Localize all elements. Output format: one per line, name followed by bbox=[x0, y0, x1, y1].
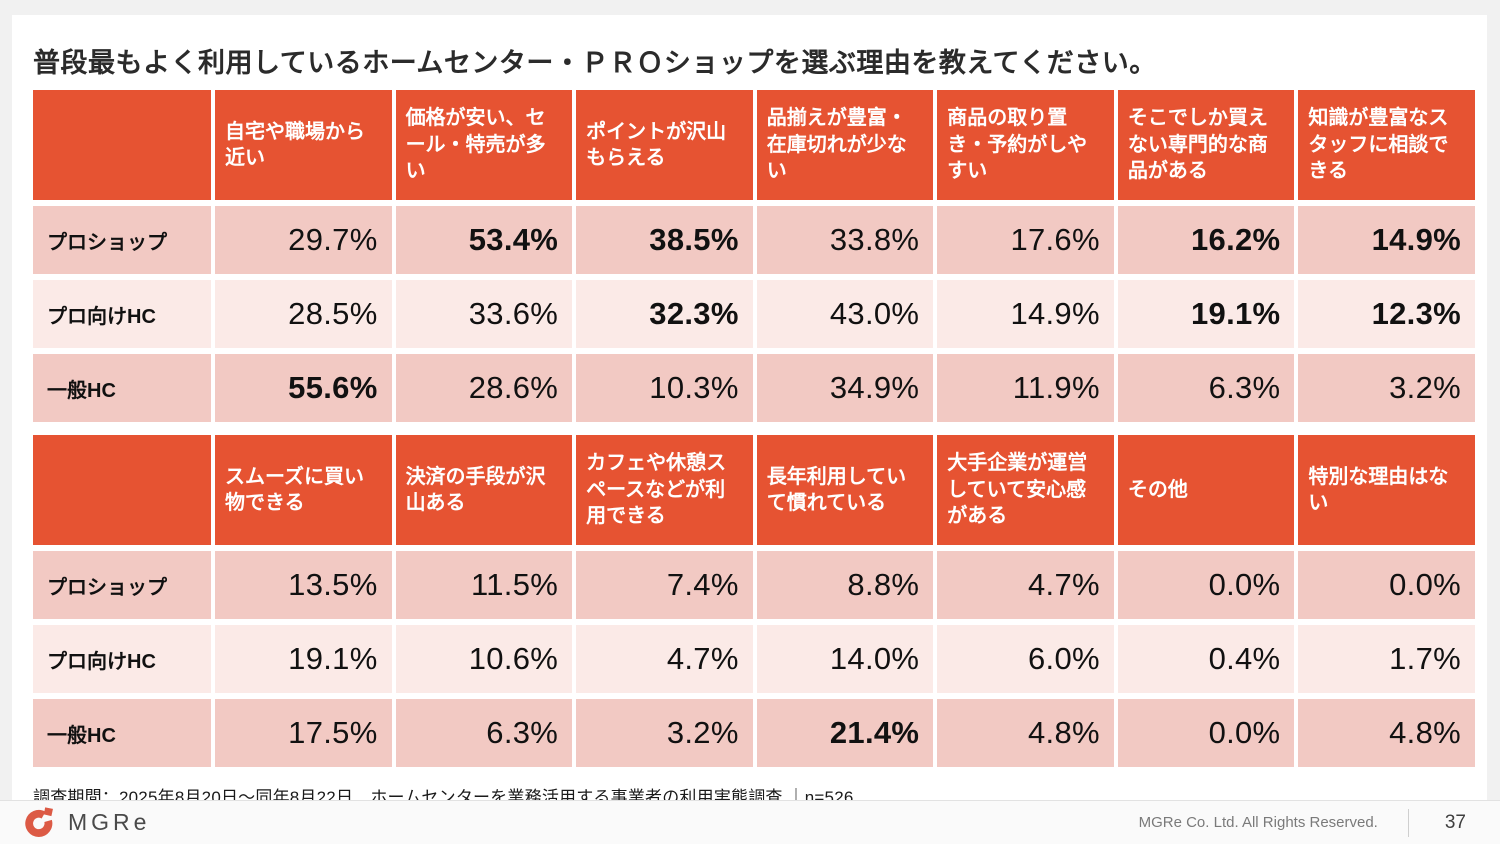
value-cell: 11.5% bbox=[395, 551, 573, 619]
slide: 普段最もよく利用しているホームセンター・ＰＲＯショップを選ぶ理由を教えてください… bbox=[12, 15, 1487, 807]
value-cell: 53.4% bbox=[395, 206, 573, 274]
value-cell: 29.7% bbox=[215, 206, 392, 274]
footer-divider bbox=[1407, 808, 1409, 837]
reasons-table-1: 自宅や職場から近い 価格が安い、セール・特売が多い ポイントが沢山もらえる 品揃えが豊… bbox=[33, 90, 1475, 422]
value-cell: 12.3% bbox=[1298, 280, 1475, 348]
value-cell: 55.6% bbox=[215, 354, 392, 422]
value-cell: 21.4% bbox=[756, 699, 934, 767]
header-cell: 知識が豊富なスタッフに相談できる bbox=[1298, 90, 1475, 200]
row-label: 一般HC bbox=[33, 699, 211, 767]
value-cell: 19.1% bbox=[215, 625, 392, 693]
value-cell: 33.8% bbox=[756, 206, 934, 274]
header-cell: その他 bbox=[1117, 435, 1295, 545]
header-cell: そこでしか買えない専門的な商品がある bbox=[1117, 90, 1295, 200]
row-label: プロショップ bbox=[33, 551, 211, 619]
row-label: プロショップ bbox=[33, 206, 211, 274]
header-cell: 長年利用していて慣れている bbox=[756, 435, 934, 545]
value-cell: 8.8% bbox=[756, 551, 934, 619]
value-cell: 10.3% bbox=[576, 354, 753, 422]
header-cell: カフェや休憩スペースなどが利用できる bbox=[576, 435, 753, 545]
page-number: 37 bbox=[1444, 811, 1466, 833]
value-cell: 1.7% bbox=[1298, 625, 1475, 693]
value-cell: 4.7% bbox=[937, 551, 1114, 619]
value-cell: 6.3% bbox=[395, 699, 573, 767]
header-cell: 価格が安い、セール・特売が多い bbox=[395, 90, 573, 200]
value-cell: 6.0% bbox=[937, 625, 1114, 693]
header-cell: 商品の取り置き・予約がしやすい bbox=[937, 90, 1114, 200]
row-label: 一般HC bbox=[33, 354, 211, 422]
mgre-logo-icon bbox=[25, 807, 53, 837]
value-cell: 14.9% bbox=[1298, 206, 1475, 274]
value-cell: 3.2% bbox=[1298, 354, 1475, 422]
value-cell: 3.2% bbox=[576, 699, 753, 767]
value-cell: 4.8% bbox=[937, 699, 1114, 767]
value-cell: 7.4% bbox=[576, 551, 753, 619]
value-cell: 17.6% bbox=[937, 206, 1114, 274]
value-cell: 33.6% bbox=[395, 280, 573, 348]
header-cell: 決済の手段が沢山ある bbox=[395, 435, 573, 545]
footer-bar: MGRe MGRe Co. Ltd. All Rights Reserved. … bbox=[0, 800, 1500, 844]
value-cell: 14.9% bbox=[937, 280, 1114, 348]
header-cell: 大手企業が運営していて安心感がある bbox=[937, 435, 1114, 545]
value-cell: 0.0% bbox=[1298, 551, 1475, 619]
table-corner-cell bbox=[33, 435, 211, 545]
value-cell: 43.0% bbox=[756, 280, 934, 348]
mgre-logo: MGRe bbox=[25, 806, 150, 839]
value-cell: 19.1% bbox=[1117, 280, 1295, 348]
value-cell: 6.3% bbox=[1117, 354, 1295, 422]
page-title: 普段最もよく利用しているホームセンター・ＰＲＯショップを選ぶ理由を教えてください… bbox=[33, 48, 1157, 78]
value-cell: 4.7% bbox=[576, 625, 753, 693]
value-cell: 32.3% bbox=[576, 280, 753, 348]
value-cell: 10.6% bbox=[395, 625, 573, 693]
header-cell: ポイントが沢山もらえる bbox=[576, 90, 753, 200]
value-cell: 13.5% bbox=[215, 551, 392, 619]
value-cell: 28.6% bbox=[395, 354, 573, 422]
value-cell: 17.5% bbox=[215, 699, 392, 767]
header-cell: 特別な理由はない bbox=[1298, 435, 1475, 545]
value-cell: 4.8% bbox=[1298, 699, 1475, 767]
table-corner-cell bbox=[33, 90, 211, 200]
reasons-table-2: スムーズに買い物できる 決済の手段が沢山ある カフェや休憩スペースなどが利用できる長… bbox=[33, 435, 1475, 767]
value-cell: 0.4% bbox=[1117, 625, 1295, 693]
value-cell: 34.9% bbox=[756, 354, 934, 422]
row-label: プロ向けHC bbox=[33, 625, 211, 693]
row-label: プロ向けHC bbox=[33, 280, 211, 348]
value-cell: 0.0% bbox=[1117, 551, 1295, 619]
value-cell: 14.0% bbox=[756, 625, 934, 693]
value-cell: 28.5% bbox=[215, 280, 392, 348]
header-cell: 品揃えが豊富・在庫切れが少ない bbox=[756, 90, 934, 200]
value-cell: 0.0% bbox=[1117, 699, 1295, 767]
header-cell: 自宅や職場から近い bbox=[215, 90, 392, 200]
copyright-text: MGRe Co. Ltd. All Rights Reserved. bbox=[1138, 814, 1378, 831]
value-cell: 16.2% bbox=[1117, 206, 1295, 274]
value-cell: 38.5% bbox=[576, 206, 753, 274]
value-cell: 11.9% bbox=[937, 354, 1114, 422]
header-cell: スムーズに買い物できる bbox=[215, 435, 392, 545]
mgre-logo-text: MGRe bbox=[68, 809, 151, 835]
